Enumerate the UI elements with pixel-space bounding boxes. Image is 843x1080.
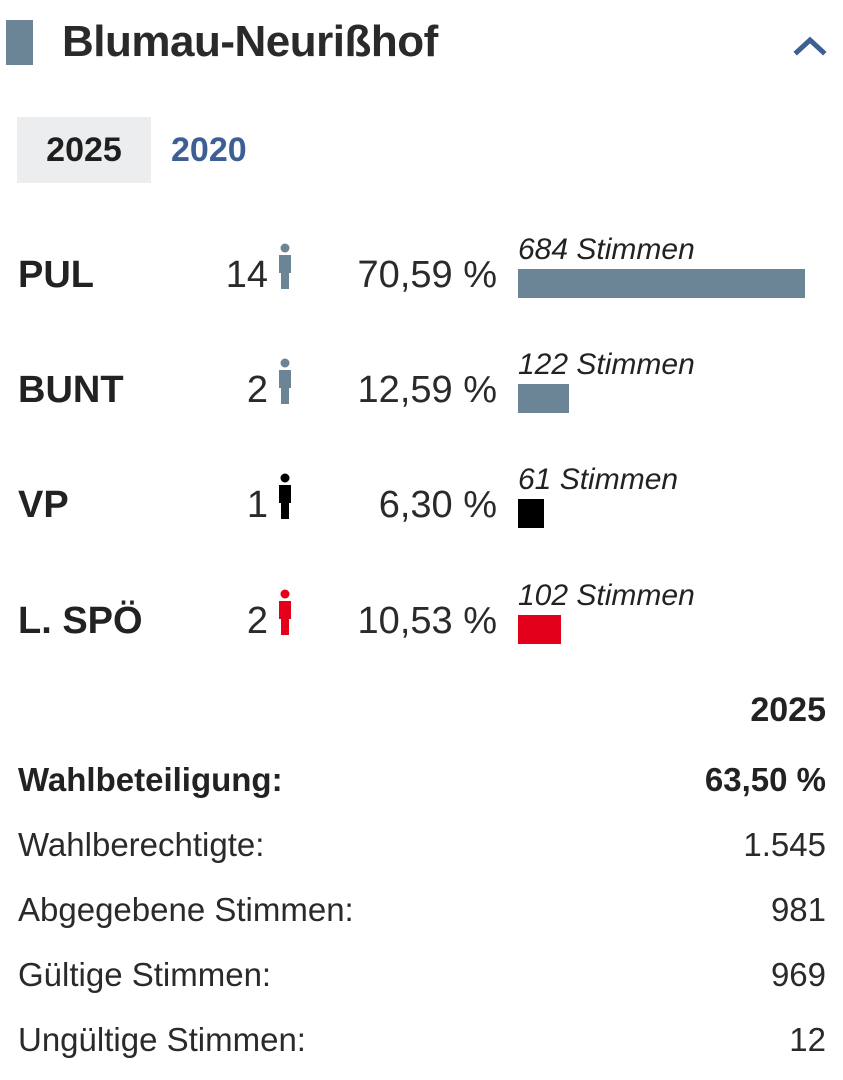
person-icon — [279, 243, 291, 289]
seat-count: 2 — [246, 369, 268, 411]
votes-label: 122 Stimmen — [518, 348, 695, 381]
vote-percent: 12,59 % — [357, 369, 497, 411]
party-color-marker — [6, 20, 33, 65]
stat-label: Wahlbeteiligung: — [18, 761, 283, 798]
municipality-header: Blumau-Neurißhof — [0, 0, 843, 92]
stat-row-invalid: Ungültige Stimmen: 12 — [0, 1010, 843, 1070]
person-icon — [279, 473, 291, 519]
person-icon — [279, 589, 291, 635]
stat-row-cast: Abgegebene Stimmen: 981 — [0, 880, 843, 940]
stats-year: 2025 — [750, 691, 826, 729]
seat-count: 14 — [225, 254, 268, 296]
tab-2020[interactable]: 2020 — [171, 131, 247, 169]
stat-value: 981 — [770, 891, 826, 928]
party-row-l-spoe: L. SPÖ 2 10,53 % 102 Stimmen — [0, 578, 843, 678]
vote-bar — [518, 615, 561, 644]
votes-label: 102 Stimmen — [518, 579, 695, 612]
votes-label: 61 Stimmen — [518, 463, 679, 496]
stat-value: 969 — [770, 956, 826, 993]
chevron-up-icon — [793, 36, 827, 56]
party-name: BUNT — [18, 369, 124, 411]
party-name: L. SPÖ — [18, 600, 143, 642]
vote-percent: 10,53 % — [357, 600, 497, 642]
votes-label: 684 Stimmen — [518, 233, 695, 266]
stat-value: 63,50 % — [704, 761, 826, 798]
stat-row-valid: Gültige Stimmen: 969 — [0, 945, 843, 1005]
vote-bar — [518, 269, 805, 298]
stat-value: 12 — [789, 1021, 826, 1058]
stat-row-eligible: Wahlberechtigte: 1.545 — [0, 815, 843, 875]
stat-row-turnout: Wahlbeteiligung: 63,50 % — [0, 750, 843, 810]
stat-value: 1.545 — [743, 826, 826, 863]
collapse-button[interactable] — [788, 26, 832, 66]
party-name: PUL — [18, 254, 94, 296]
person-icon — [279, 358, 291, 404]
municipality-title: Blumau-Neurißhof — [62, 17, 438, 66]
party-row-pul: PUL 14 70,59 % 684 Stimmen — [0, 232, 843, 332]
vote-percent: 6,30 % — [378, 484, 497, 526]
party-row-vp: VP 1 6,30 % 61 Stimmen — [0, 462, 843, 562]
stat-label: Wahlberechtigte: — [18, 826, 265, 863]
stat-label: Ungültige Stimmen: — [18, 1021, 306, 1058]
vote-percent: 70,59 % — [357, 254, 497, 296]
seat-count: 1 — [246, 484, 268, 526]
party-name: VP — [18, 484, 69, 526]
stat-label: Abgegebene Stimmen: — [18, 891, 354, 928]
vote-bar — [518, 499, 544, 528]
seat-count: 2 — [246, 600, 268, 642]
stat-label: Gültige Stimmen: — [18, 956, 272, 993]
party-row-bunt: BUNT 2 12,59 % 122 Stimmen — [0, 347, 843, 447]
vote-bar — [518, 384, 569, 413]
tab-2025[interactable]: 2025 — [17, 117, 151, 183]
